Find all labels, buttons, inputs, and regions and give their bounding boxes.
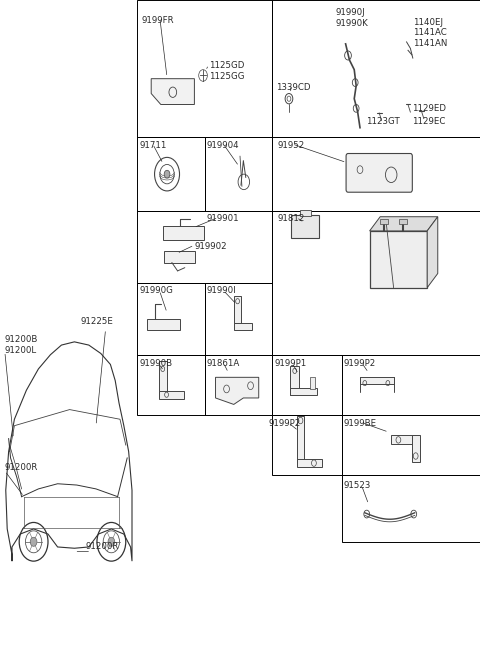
Circle shape — [108, 537, 115, 546]
Bar — [370, 231, 427, 288]
Bar — [360, 377, 394, 384]
Bar — [272, 415, 342, 475]
Text: 1140EJ
1141AC
1141AN: 1140EJ 1141AC 1141AN — [413, 18, 447, 48]
Bar — [290, 366, 299, 395]
Text: 1339CD: 1339CD — [276, 83, 311, 92]
Polygon shape — [151, 79, 194, 104]
Text: 9199P2: 9199P2 — [343, 359, 375, 368]
Text: 91812: 91812 — [277, 214, 305, 223]
Bar — [380, 219, 388, 224]
Bar — [342, 475, 480, 542]
Bar — [412, 435, 420, 462]
Text: 91200R: 91200R — [85, 542, 119, 551]
Bar — [291, 215, 319, 238]
Bar — [137, 0, 272, 137]
Text: 1125GD
1125GG: 1125GD 1125GG — [209, 61, 244, 81]
Text: 91523: 91523 — [343, 481, 371, 490]
Bar — [399, 219, 407, 224]
Bar — [137, 283, 205, 355]
Text: 91990G: 91990G — [139, 286, 173, 295]
Bar — [234, 323, 252, 330]
Text: 91225E: 91225E — [81, 317, 113, 326]
Bar — [147, 319, 180, 330]
Polygon shape — [427, 217, 438, 288]
Bar — [163, 226, 204, 240]
Bar — [272, 211, 480, 355]
Text: 91952: 91952 — [277, 141, 305, 150]
Polygon shape — [216, 377, 259, 404]
Text: 1123GT: 1123GT — [366, 117, 399, 126]
Bar — [159, 391, 184, 399]
Circle shape — [30, 537, 37, 546]
Bar — [391, 435, 419, 444]
Text: 9199FR: 9199FR — [142, 16, 174, 25]
Text: 91990I: 91990I — [206, 286, 236, 295]
Bar — [272, 137, 480, 211]
Bar — [164, 251, 195, 263]
Bar — [297, 459, 322, 467]
Bar — [137, 137, 205, 211]
Text: 1129ED: 1129ED — [412, 104, 446, 114]
Bar — [272, 355, 342, 415]
Text: 91861A: 91861A — [206, 359, 240, 368]
Text: 91200R: 91200R — [5, 463, 38, 472]
Text: 919904: 919904 — [206, 141, 239, 150]
Bar — [205, 137, 272, 211]
Bar — [272, 0, 480, 137]
Text: 91200B
91200L: 91200B 91200L — [5, 335, 38, 355]
Polygon shape — [6, 342, 132, 561]
Text: 919902: 919902 — [194, 242, 227, 251]
Bar — [342, 355, 480, 415]
Text: 1129EC: 1129EC — [412, 117, 445, 126]
Text: 9199P1: 9199P1 — [275, 359, 307, 368]
Bar — [290, 388, 317, 395]
Bar — [137, 211, 272, 283]
Circle shape — [164, 170, 170, 178]
FancyBboxPatch shape — [346, 154, 412, 192]
Text: 919901: 919901 — [206, 214, 239, 223]
Bar — [300, 210, 311, 216]
Bar — [297, 416, 304, 462]
Text: 91990J
91990K: 91990J 91990K — [336, 8, 369, 28]
Bar — [205, 355, 272, 415]
Text: 9199BE: 9199BE — [343, 419, 376, 428]
Text: 91711: 91711 — [139, 141, 167, 150]
Bar — [310, 377, 315, 389]
Polygon shape — [370, 217, 438, 231]
Text: 9199P2: 9199P2 — [269, 419, 301, 428]
Bar — [205, 283, 272, 355]
Bar — [234, 296, 241, 323]
Bar — [159, 361, 167, 397]
Bar — [137, 355, 205, 415]
Text: 91990B: 91990B — [139, 359, 172, 368]
Bar — [342, 415, 480, 475]
